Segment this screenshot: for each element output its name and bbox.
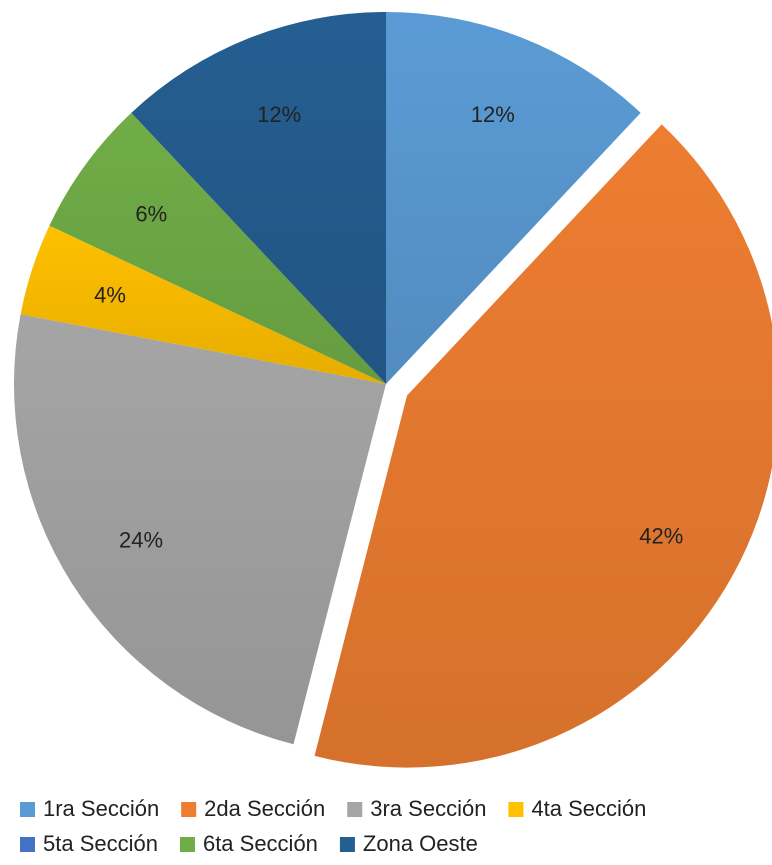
legend: 1ra Sección 2da Sección 3ra Sección 4ta Sec… <box>20 796 646 856</box>
legend-label-5ta-seccion: 5ta Sección <box>43 831 158 856</box>
data-label-2da-seccion: 42% <box>639 523 683 548</box>
legend-item-3ra-seccion: 3ra Sección <box>347 796 486 821</box>
legend-swatch-zona-oeste <box>339 837 355 852</box>
legend-swatch-5ta-seccion <box>20 837 35 852</box>
legend-label-zona-oeste: Zona Oeste <box>363 831 478 856</box>
data-label-1ra-seccion: 12% <box>471 102 515 127</box>
legend-item-zona-oeste: Zona Oeste <box>339 831 478 856</box>
legend-label-2da-seccion: 2da Sección <box>204 796 325 821</box>
slice-zona-oeste <box>131 12 386 384</box>
data-label-4ta-seccion: 4% <box>94 282 126 307</box>
slice-4ta-seccion <box>20 225 387 384</box>
legend-item-6ta-seccion: 6ta Sección <box>179 831 318 856</box>
legend-label-4ta-seccion: 4ta Sección <box>531 796 646 821</box>
legend-item-4ta-seccion: 4ta Sección <box>508 796 646 821</box>
legend-label-3ra-seccion: 3ra Sección <box>370 796 486 821</box>
legend-swatch-1ra-seccion <box>20 802 35 817</box>
legend-swatch-3ra-seccion <box>347 802 363 817</box>
slice-6ta-seccion <box>49 112 387 384</box>
legend-label-1ra-seccion: 1ra Sección <box>43 796 159 821</box>
slice-2da-seccion <box>314 124 772 768</box>
pie-labels: 12% 42% 24% 4% 6% 12% <box>94 102 683 552</box>
slice-3ra-seccion <box>14 314 387 745</box>
legend-item-5ta-seccion: 5ta Sección <box>20 831 158 856</box>
legend-swatch-6ta-seccion <box>179 837 195 852</box>
data-label-3ra-seccion: 24% <box>119 528 163 553</box>
legend-label-6ta-seccion: 6ta Sección <box>203 831 318 856</box>
data-label-6ta-seccion: 6% <box>135 201 167 226</box>
legend-swatch-4ta-seccion <box>508 802 524 817</box>
legend-item-2da-seccion: 2da Sección <box>181 796 325 821</box>
legend-item-1ra-seccion: 1ra Sección <box>20 796 159 821</box>
data-label-zona-oeste: 12% <box>257 102 301 127</box>
pie-slices <box>14 12 772 768</box>
slice-1ra-seccion <box>386 12 641 384</box>
legend-swatch-2da-seccion <box>181 802 197 817</box>
